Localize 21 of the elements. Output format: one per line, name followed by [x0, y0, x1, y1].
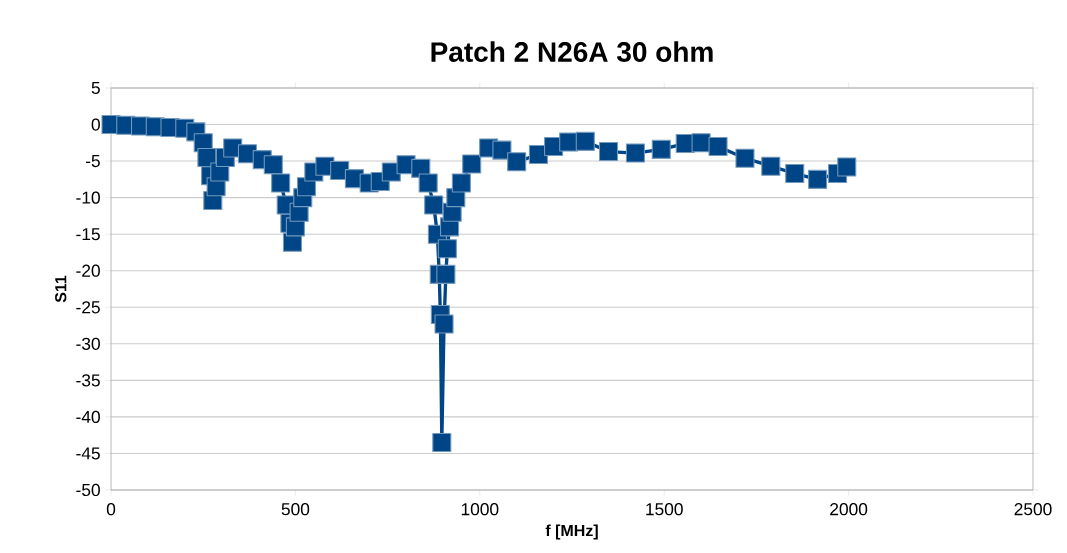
y-tick-label: -10	[76, 191, 100, 204]
y-tick-label: 5	[91, 81, 100, 95]
x-tick-label: 2000	[830, 503, 868, 516]
y-tick-label: -20	[76, 264, 100, 277]
x-tick-label: 1500	[646, 503, 683, 516]
x-tick-label: 1000	[461, 503, 499, 516]
x-tick-label: 0	[106, 503, 116, 516]
y-tick-label: -5	[85, 155, 100, 168]
y-tick-label: -45	[76, 447, 100, 460]
y-tick-label: -25	[76, 301, 100, 314]
x-tick-label: 2500	[1014, 503, 1052, 516]
chart-title: Patch 2 N26A 30 ohm	[431, 41, 713, 62]
y-tick-label: -30	[76, 337, 100, 350]
y-tick-label: 0	[91, 118, 100, 131]
y-tick-label: -40	[76, 410, 100, 424]
y-tick-label: -50	[76, 483, 100, 497]
x-axis-title: f [MHz]	[545, 524, 598, 540]
x-tick-label: 500	[281, 503, 310, 516]
y-axis-title: S11	[55, 275, 67, 303]
y-tick-label: -35	[76, 374, 100, 387]
y-tick-label: -15	[76, 228, 100, 241]
